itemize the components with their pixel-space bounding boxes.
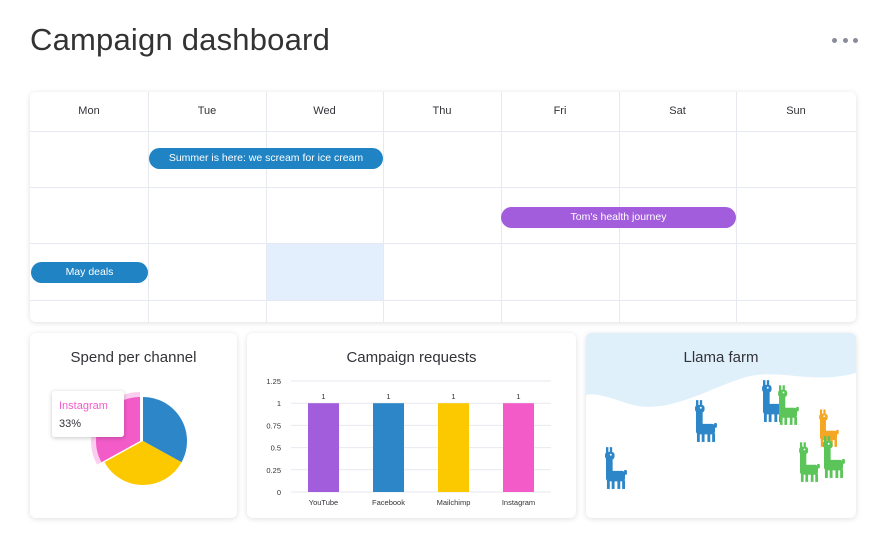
llama-icon [799, 442, 820, 484]
pie-slice-facebook[interactable] [143, 397, 187, 463]
more-options-button[interactable] [832, 30, 858, 50]
more-horizontal-icon [832, 37, 837, 43]
more-horizontal-icon [842, 37, 848, 43]
y-tick-label: 1 [277, 399, 281, 408]
y-tick-label: 0.75 [266, 421, 281, 430]
bar-value-label: 1 [451, 392, 455, 401]
campaign-requests-card: Campaign requests 1.25 1 0.75 0.5 0.25 0 1 YouT… [247, 333, 576, 518]
card-title: Llama farm [683, 349, 759, 366]
column-divider [736, 92, 737, 322]
event-toms-health-journey[interactable]: Tom's health journey [501, 207, 736, 228]
row-divider [30, 300, 856, 301]
y-tick-label: 0.5 [271, 444, 281, 453]
calendar-widget: Mon Tue Wed Thu Fri Sat Sun Summer is he… [30, 92, 856, 322]
bar-facebook[interactable] [373, 403, 404, 492]
card-title: Campaign requests [346, 349, 477, 366]
x-tick-label: YouTube [309, 498, 338, 507]
llama-farm-background [586, 333, 856, 407]
y-tick-label: 0 [277, 488, 281, 497]
llama-farm-card: Llama farm [586, 333, 856, 518]
day-header-wed: Wed [313, 105, 336, 117]
y-tick-label: 0.25 [266, 466, 281, 475]
row-divider [30, 131, 856, 132]
page-title: Campaign dashboard [30, 22, 331, 57]
llama-icon [695, 400, 717, 444]
pie-slice-mailchimp[interactable] [104, 441, 182, 485]
selected-day-cell[interactable] [266, 244, 383, 300]
row-divider [30, 187, 856, 188]
llama-icon [778, 385, 799, 427]
row-divider [30, 243, 856, 244]
card-title: Spend per channel [70, 349, 197, 366]
bar-chart: 1.25 1 0.75 0.5 0.25 0 1 YouTube 1 Facebook 1 Mailc… [266, 377, 551, 507]
y-tick-label: 1.25 [266, 377, 281, 386]
bar-value-label: 1 [321, 392, 325, 401]
llama-icon [605, 447, 627, 491]
bar-value-label: 1 [386, 392, 390, 401]
x-tick-label: Mailchimp [437, 498, 471, 507]
bar-value-label: 1 [516, 392, 520, 401]
x-tick-label: Facebook [372, 498, 405, 507]
column-divider [383, 92, 384, 322]
chart-tooltip: Instagram 33% [52, 391, 124, 437]
day-header-tue: Tue [197, 105, 217, 117]
llama-illustration [605, 380, 845, 491]
tooltip-label: Instagram [59, 400, 108, 412]
llama-icon [823, 436, 845, 480]
more-horizontal-icon [853, 37, 858, 43]
bar-youtube[interactable] [308, 403, 339, 492]
column-divider [266, 92, 267, 322]
column-divider [148, 92, 149, 322]
bar-mailchimp[interactable] [438, 403, 469, 492]
bar-instagram[interactable] [503, 403, 534, 492]
spend-per-channel-card: Spend per channel Instagram 33% [30, 333, 237, 518]
day-header-sun: Sun [786, 105, 806, 117]
column-divider [501, 92, 502, 322]
event-may-deals[interactable]: May deals [31, 262, 148, 283]
x-tick-label: Instagram [502, 498, 535, 507]
day-header-sat: Sat [669, 105, 686, 117]
tooltip-value: 33% [59, 418, 82, 430]
day-header-fri: Fri [553, 105, 567, 117]
event-summer-ice-cream[interactable]: Summer is here: we scream for ice cream [149, 148, 383, 169]
day-header-thu: Thu [432, 105, 452, 117]
day-header-mon: Mon [78, 105, 100, 117]
